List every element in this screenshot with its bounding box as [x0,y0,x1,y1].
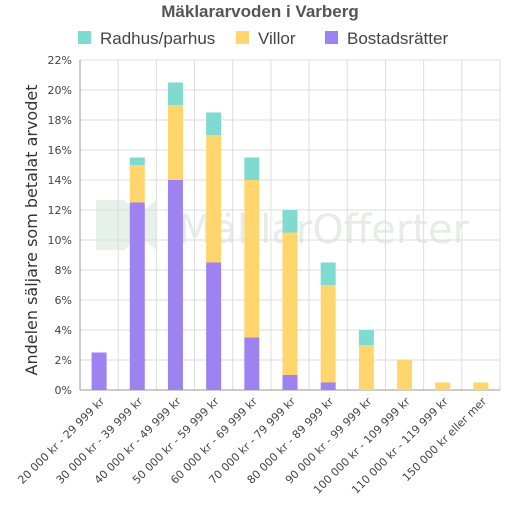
bar-segment [282,375,298,390]
bar-segment [320,285,336,383]
y-tick-label: 12% [48,204,72,217]
legend-label-0: Radhus/parhus [100,29,215,48]
bar-segment [167,180,183,390]
chart-title: Mäklararvoden i Varberg [161,2,358,21]
y-tick-label: 18% [48,114,72,127]
bars [91,82,489,390]
bar-segment [282,232,298,375]
y-axis: 0% 2% 4% 6% 8% 10% 12% 14% 16% 18% 20% 22% [48,54,72,397]
y-tick-label: 16% [48,144,72,157]
y-tick-label: 4% [55,324,72,337]
bar-segment [282,210,298,233]
bar-segment [206,262,222,390]
bar-segment [129,202,145,390]
y-tick-label: 2% [55,354,72,367]
watermark: MäklarOfferter [96,200,470,253]
bar-segment [435,382,451,390]
y-tick-label: 0% [55,384,72,397]
watermark-logo-icon [96,200,156,250]
y-tick-label: 8% [55,264,72,277]
y-axis-label: Andelen säljare som betalat arvodet [22,85,41,376]
bar-segment [167,82,183,105]
grid [79,59,501,391]
legend: Radhus/parhus Villor Bostadsrätter [78,29,448,48]
bar-segment [358,345,374,390]
y-tick-label: 20% [48,84,72,97]
watermark-text: MäklarOfferter [178,207,470,253]
y-tick-label: 22% [48,54,72,67]
legend-swatch-1 [236,31,249,44]
bar-segment [320,382,336,390]
bar-segment [167,105,183,180]
y-tick-label: 10% [48,234,72,247]
bar-segment [358,330,374,345]
bar-segment [244,337,260,390]
y-tick-label: 14% [48,174,72,187]
bar-segment [129,165,145,203]
bar-segment [473,382,489,390]
legend-label-1: Villor [258,29,296,48]
bar-segment [91,352,107,390]
bar-segment [244,180,260,338]
legend-swatch-0 [78,31,91,44]
bar-segment [320,262,336,285]
bar-segment [206,135,222,263]
bar-segment [397,360,413,390]
legend-label-2: Bostadsrätter [347,29,448,48]
y-tick-label: 6% [55,294,72,307]
legend-swatch-2 [325,31,338,44]
bar-segment [206,112,222,135]
bar-segment [244,157,260,180]
bar-segment [129,157,145,165]
